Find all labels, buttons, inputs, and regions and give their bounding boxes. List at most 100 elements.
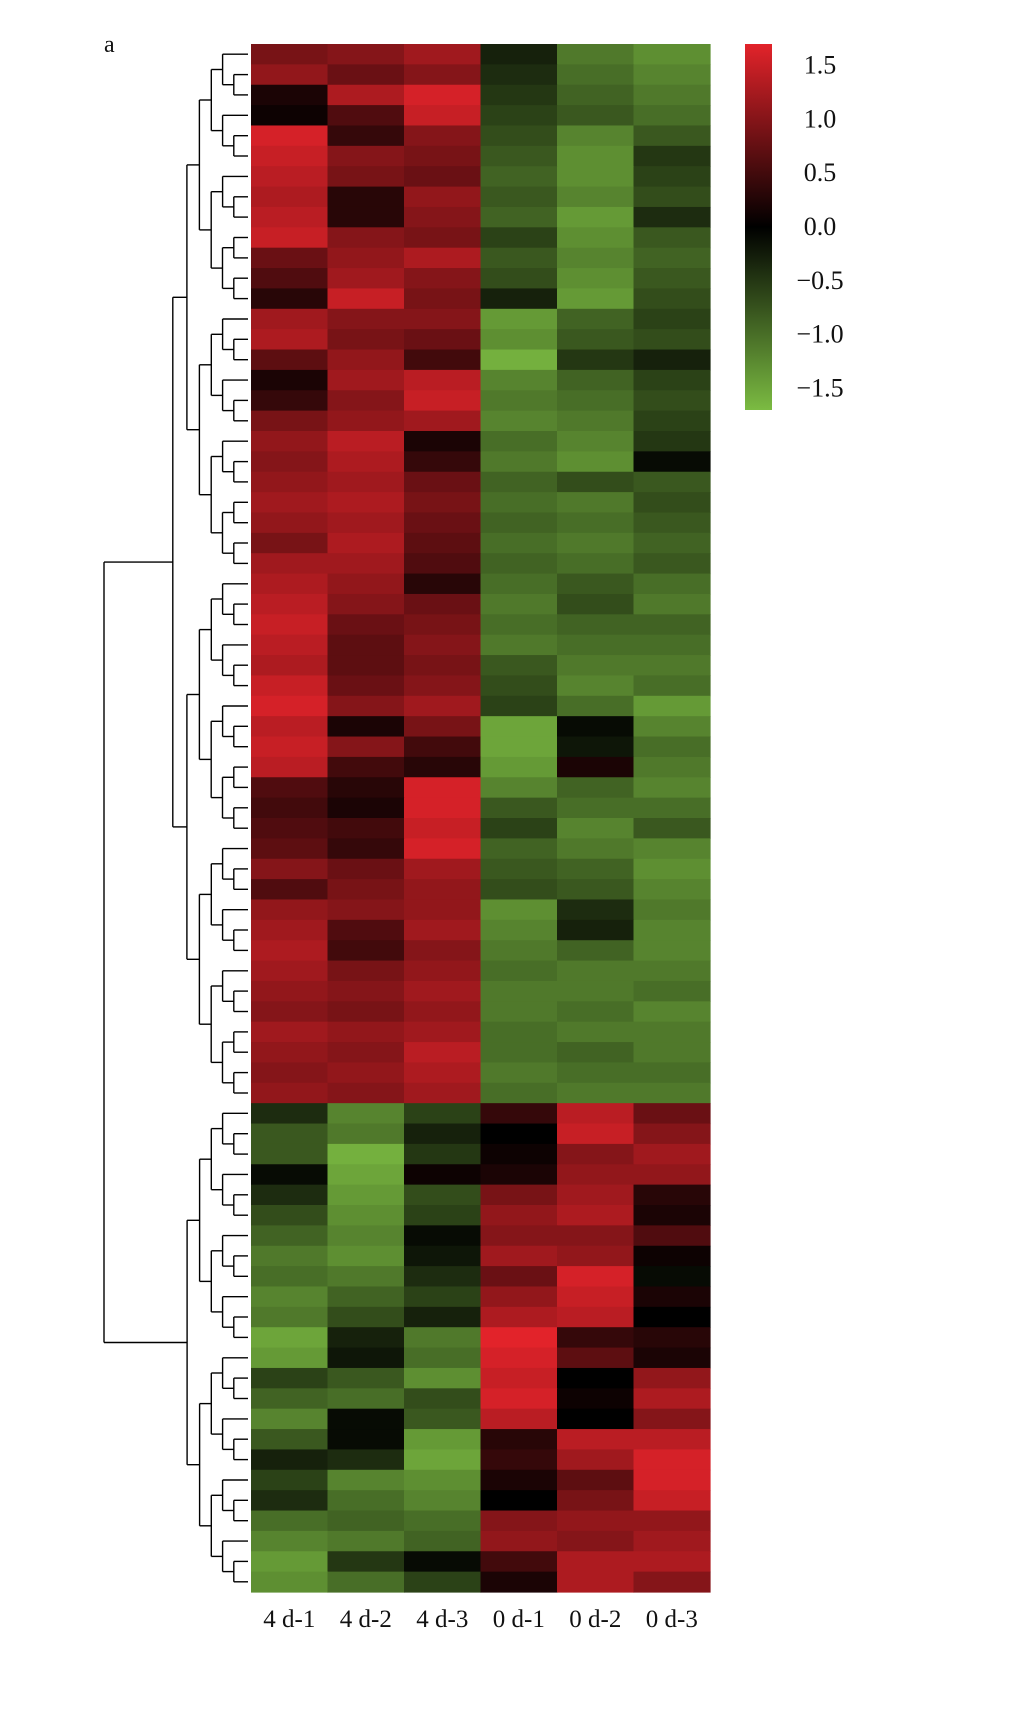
heatmap-cell (633, 390, 711, 412)
heatmap-cell (557, 899, 635, 921)
heatmap-cell (633, 64, 711, 86)
heatmap-cell (404, 206, 482, 228)
heatmap-cell (557, 166, 635, 188)
heatmap-cell (251, 44, 329, 65)
heatmap-cell (480, 532, 558, 554)
heatmap-cell (557, 818, 635, 839)
heatmap-cell (633, 818, 711, 839)
heatmap-cell (404, 1001, 482, 1023)
colorbar-tick-label: −0.5 (796, 266, 843, 295)
heatmap-cell (557, 634, 635, 656)
heatmap-cell (480, 573, 558, 595)
heatmap-cell (251, 1062, 329, 1084)
heatmap-cell (404, 1367, 482, 1389)
heatmap-cell (251, 166, 329, 188)
heatmap-cell (633, 736, 711, 758)
heatmap-cell (327, 451, 405, 473)
heatmap-cell (327, 105, 405, 127)
heatmap-cell (557, 1103, 635, 1125)
heatmap-cell (633, 838, 711, 860)
heatmap-cell (251, 1266, 329, 1288)
heatmap-cell (327, 1286, 405, 1308)
heatmap-cell (251, 268, 329, 290)
heatmap-cell (327, 1001, 405, 1023)
heatmap-cell (404, 695, 482, 717)
heatmap-cell (327, 492, 405, 514)
heatmap-cell (327, 44, 405, 65)
heatmap-cell (557, 1042, 635, 1064)
heatmap-cell (480, 1510, 558, 1532)
heatmap-cell (327, 431, 405, 452)
heatmap-cell (251, 573, 329, 595)
heatmap-cell (404, 1245, 482, 1267)
heatmap-cell (557, 553, 635, 575)
heatmap-cell (557, 64, 635, 86)
colorbar-tick-label: 0.0 (804, 212, 837, 241)
heatmap-cell (480, 655, 558, 677)
heatmap-cell (327, 1469, 405, 1491)
heatmap-cell (251, 655, 329, 677)
heatmap-cell (327, 349, 405, 371)
heatmap-cell (480, 1551, 558, 1573)
heatmap-cell (404, 980, 482, 1002)
heatmap-cell (327, 634, 405, 656)
heatmap-cell (480, 1225, 558, 1247)
heatmap-cell (251, 797, 329, 819)
heatmap-cell (480, 349, 558, 371)
heatmap-cell (557, 756, 635, 778)
heatmap-cell (404, 655, 482, 677)
heatmap-cell (633, 960, 711, 982)
heatmap-cell (480, 1245, 558, 1267)
heatmap-cell (633, 756, 711, 778)
heatmap-cell (557, 1510, 635, 1532)
heatmap-cell (557, 1551, 635, 1573)
heatmap-cell (251, 1306, 329, 1328)
heatmap-cell (633, 1042, 711, 1064)
heatmap-cell (327, 329, 405, 351)
heatmap-cell (251, 1245, 329, 1267)
heatmap-cell (480, 634, 558, 656)
heatmap-cell (557, 655, 635, 677)
heatmap-cell (557, 695, 635, 717)
heatmap-cell (557, 1021, 635, 1043)
column-label: 0 d-2 (569, 1606, 621, 1633)
heatmap-cell (251, 1225, 329, 1247)
heatmap-cell (327, 64, 405, 86)
heatmap-cell (633, 288, 711, 310)
heatmap-cell (633, 1082, 711, 1104)
heatmap-cell (404, 145, 482, 167)
heatmap-cell (633, 349, 711, 371)
heatmap-cell (327, 471, 405, 493)
heatmap-cell (251, 532, 329, 554)
heatmap-cell (404, 1021, 482, 1043)
heatmap-cell (251, 1367, 329, 1389)
heatmap-cell (327, 1021, 405, 1043)
heatmap-cell (480, 1490, 558, 1512)
heatmap-cell (633, 573, 711, 595)
heatmap-cell (480, 145, 558, 167)
heatmap-cell (480, 1082, 558, 1104)
heatmap-cell (327, 1408, 405, 1430)
heatmap-cell (633, 797, 711, 819)
heatmap-cell (557, 1306, 635, 1328)
heatmap-cell (251, 695, 329, 717)
heatmap-cell (480, 1103, 558, 1125)
heatmap-cell (251, 634, 329, 656)
heatmap-cell (557, 858, 635, 880)
heatmap-cell (251, 512, 329, 534)
heatmap-cell (480, 1367, 558, 1389)
heatmap-cell (327, 1327, 405, 1349)
heatmap-cell (557, 675, 635, 697)
heatmap-cell (327, 1306, 405, 1328)
heatmap-cell (633, 227, 711, 249)
heatmap-cell (404, 1571, 482, 1593)
heatmap-cell (633, 512, 711, 534)
heatmap-cell (480, 960, 558, 982)
heatmap-cell (557, 532, 635, 554)
heatmap-cell (480, 451, 558, 473)
heatmap-cell (480, 940, 558, 962)
heatmap-cell (633, 1266, 711, 1288)
heatmap-cell (404, 1205, 482, 1226)
heatmap-cell (480, 206, 558, 228)
heatmap-cell (251, 736, 329, 758)
